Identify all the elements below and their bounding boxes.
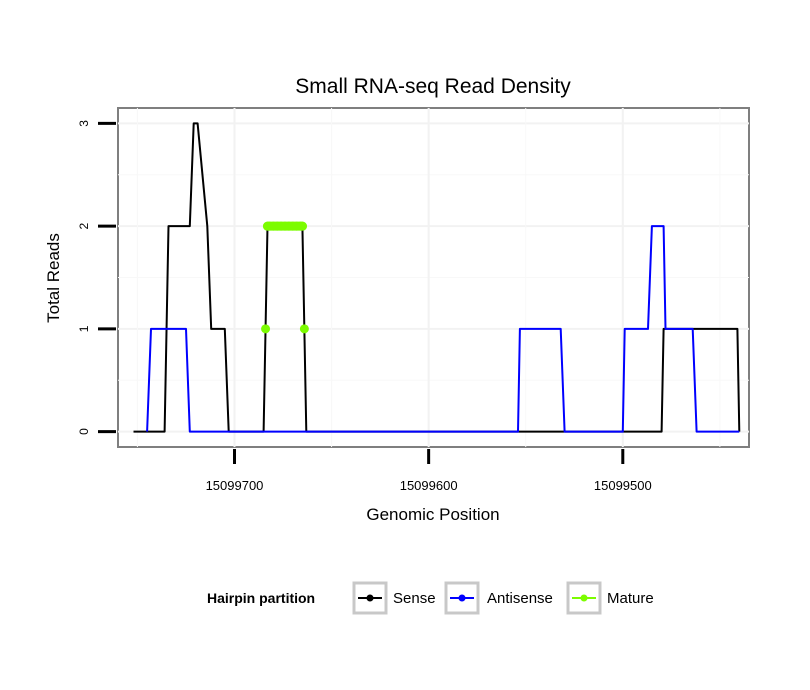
x-tick-label: 15099500 <box>594 478 652 493</box>
series-mature-point <box>297 221 307 231</box>
series-antisense-line <box>146 225 740 433</box>
series-mature-point <box>261 324 271 334</box>
legend-key-point-antisense <box>458 594 466 602</box>
x-axis-label: Genomic Position <box>366 505 499 524</box>
y-tick-label: 3 <box>77 120 91 127</box>
y-tick-label: 0 <box>77 428 91 435</box>
legend: Hairpin partition Sense Antisense Mature <box>207 581 654 615</box>
legend-label-mature: Mature <box>607 590 654 607</box>
legend-title: Hairpin partition <box>207 590 315 606</box>
x-tick-label: 15099600 <box>400 478 458 493</box>
legend-key-point-sense <box>366 594 374 602</box>
legend-label-antisense: Antisense <box>487 590 553 607</box>
y-tick-label: 1 <box>77 325 91 332</box>
axes: 0 1 2 3 15099700 15099600 15099500 <box>77 120 652 493</box>
y-axis-label: Total Reads <box>44 233 63 323</box>
chart-title: Small RNA-seq Read Density <box>295 75 571 98</box>
x-tick-label: 15099700 <box>206 478 264 493</box>
series-mature-point <box>299 324 309 334</box>
y-tick-label: 2 <box>77 222 91 229</box>
data-series <box>133 122 741 433</box>
legend-label-sense: Sense <box>393 590 436 607</box>
legend-key-point-mature <box>580 594 588 602</box>
